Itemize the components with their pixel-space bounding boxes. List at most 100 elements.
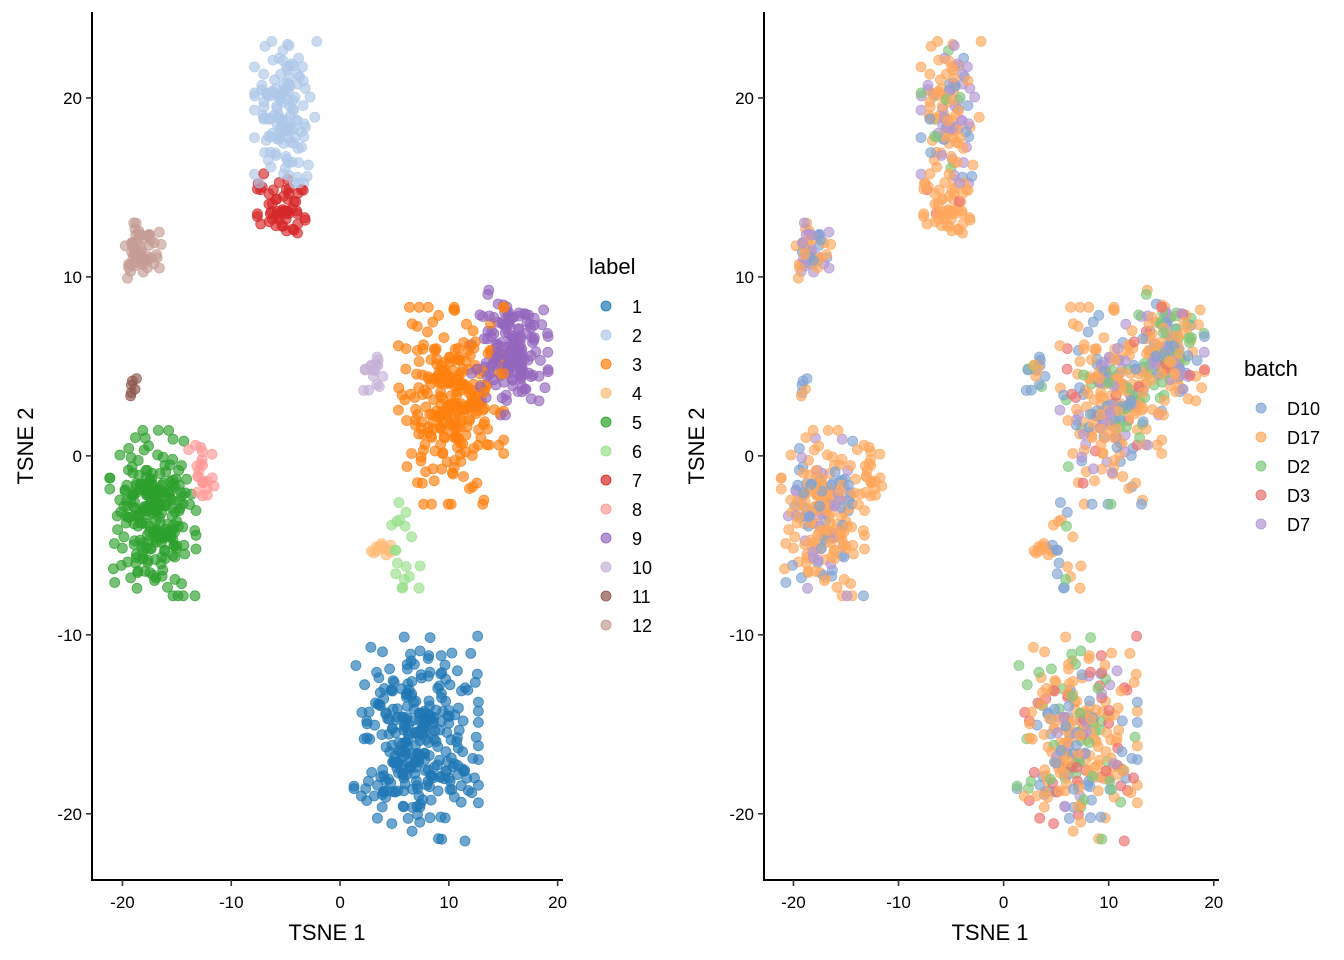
right-point xyxy=(789,531,801,543)
left-point xyxy=(493,439,505,451)
right-point xyxy=(1117,471,1129,482)
right-point xyxy=(1070,419,1082,431)
left-point xyxy=(393,497,405,508)
right-point xyxy=(1018,790,1030,802)
right-point xyxy=(1196,382,1207,394)
left-point xyxy=(472,797,484,809)
left-point xyxy=(472,717,484,728)
left-point xyxy=(259,40,271,52)
right-point xyxy=(1013,660,1025,671)
right-point xyxy=(1072,320,1084,332)
right-point xyxy=(792,272,804,284)
right-point xyxy=(1058,768,1070,779)
left-point xyxy=(446,467,458,479)
right-point xyxy=(1130,363,1142,375)
left-point xyxy=(390,568,402,580)
left-legend-label-9: 9 xyxy=(632,529,642,549)
right-point xyxy=(1133,309,1145,321)
left-point xyxy=(535,354,546,366)
right-legend-key-D3 xyxy=(1255,489,1267,501)
right-point xyxy=(807,424,819,436)
right-point xyxy=(780,538,792,549)
left-point xyxy=(156,551,168,563)
right-point xyxy=(1084,695,1095,707)
right-point xyxy=(1060,574,1072,585)
right-point xyxy=(1087,316,1099,328)
left-legend-label-7: 7 xyxy=(632,471,642,491)
left-point xyxy=(536,319,548,331)
right-points-layer xyxy=(775,36,1210,847)
right-point xyxy=(1120,318,1132,330)
left-point xyxy=(467,753,479,764)
left-point xyxy=(469,336,481,348)
left-point xyxy=(281,225,292,237)
right-point xyxy=(1104,407,1116,419)
right-point xyxy=(1112,342,1123,354)
right-point xyxy=(780,577,792,588)
left-point xyxy=(162,526,174,538)
left-point xyxy=(112,524,123,535)
right-point xyxy=(1169,367,1180,379)
right-point xyxy=(1151,439,1163,451)
left-point xyxy=(445,498,457,510)
left-point xyxy=(125,572,137,584)
left-point xyxy=(520,383,532,395)
right-point xyxy=(942,115,954,127)
left-point xyxy=(482,348,494,359)
right-point xyxy=(860,486,871,498)
right-point xyxy=(1092,785,1104,797)
right-point xyxy=(799,217,810,229)
right-point xyxy=(1076,451,1088,463)
right-point xyxy=(832,526,844,538)
right-point xyxy=(1095,409,1107,421)
left-point xyxy=(189,590,201,602)
right-point xyxy=(826,479,837,491)
right-y-tick-label: 0 xyxy=(745,447,754,466)
right-point xyxy=(1111,665,1123,677)
right-point xyxy=(1060,720,1072,732)
left-point xyxy=(176,578,188,590)
left-point xyxy=(539,382,551,394)
left-point xyxy=(406,825,418,837)
left-point xyxy=(144,500,155,512)
left-point xyxy=(506,355,518,367)
right-point xyxy=(794,261,805,273)
left-point xyxy=(173,479,185,491)
right-legend-title: batch xyxy=(1244,356,1298,381)
right-point xyxy=(1123,483,1135,495)
right-point xyxy=(1126,325,1138,337)
right-point xyxy=(812,529,824,541)
left-point xyxy=(249,168,260,180)
left-point xyxy=(400,561,412,572)
left-point xyxy=(481,370,493,382)
left-point xyxy=(533,395,545,407)
right-legend-label-D10: D10 xyxy=(1287,399,1320,419)
left-point xyxy=(120,517,132,529)
left-point xyxy=(267,54,279,66)
left-point xyxy=(439,432,451,444)
right-point xyxy=(1128,677,1140,688)
left-point xyxy=(411,801,423,812)
right-point xyxy=(1085,812,1096,824)
left-point xyxy=(527,369,539,381)
right-point xyxy=(1058,711,1070,723)
left-ticks: -20 -10 0 10 20 -20 -10 0 10 20 xyxy=(57,89,567,912)
left-legend-key-11 xyxy=(600,590,612,602)
right-point xyxy=(932,198,944,210)
right-point xyxy=(1087,770,1099,782)
left-point xyxy=(114,494,126,506)
left-point xyxy=(488,404,500,416)
left-point xyxy=(128,501,140,513)
right-point xyxy=(933,54,945,66)
right-point xyxy=(1125,787,1137,799)
left-point xyxy=(142,529,153,541)
right-point xyxy=(806,229,818,241)
right-point xyxy=(840,543,851,554)
left-point xyxy=(400,506,412,518)
left-point xyxy=(361,732,373,744)
left-point xyxy=(387,703,399,715)
right-point xyxy=(1067,531,1079,543)
left-point xyxy=(498,301,510,313)
right-point xyxy=(969,91,980,103)
